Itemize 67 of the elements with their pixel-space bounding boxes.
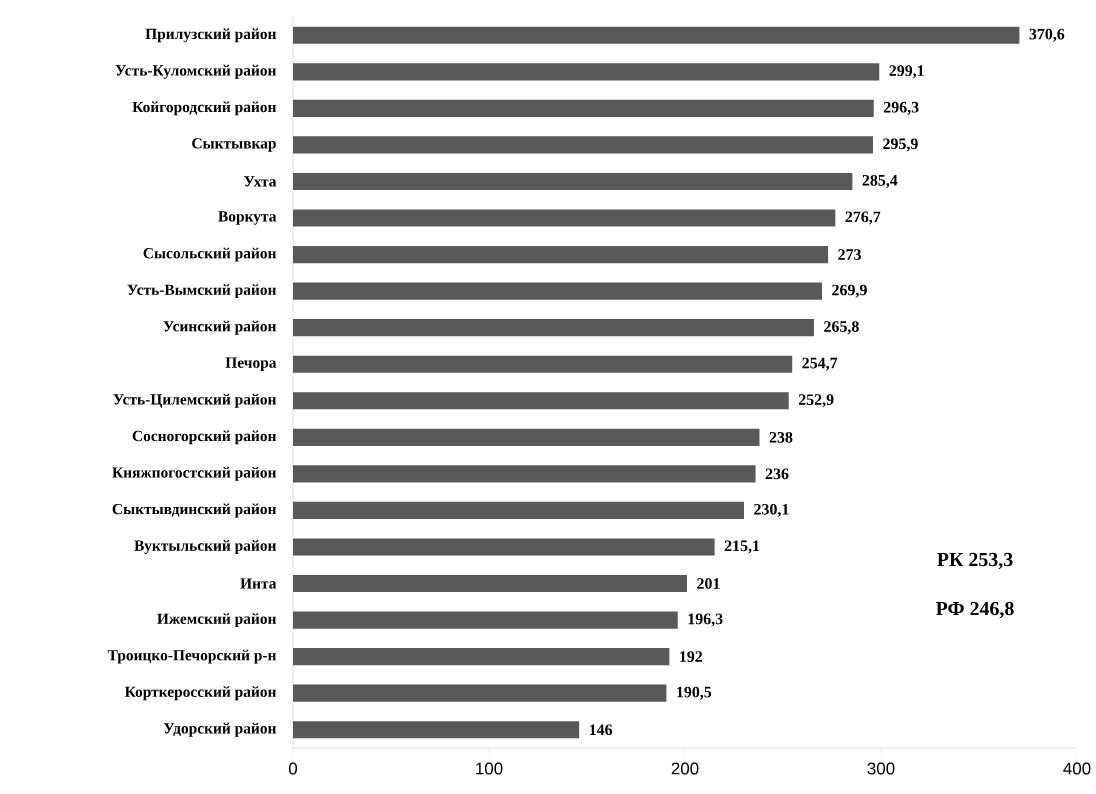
y-tick-label: Усть-Вымский район bbox=[127, 284, 277, 299]
y-tick-label: Воркута bbox=[218, 211, 277, 225]
bar bbox=[293, 721, 580, 739]
data-label: 201 bbox=[697, 578, 720, 589]
y-tick-label: Сосногорский район bbox=[132, 430, 277, 445]
bar bbox=[293, 209, 836, 227]
data-label: 299,1 bbox=[889, 65, 924, 79]
x-tick-label: 400 bbox=[1063, 762, 1091, 775]
y-tick-label: Усинский район bbox=[163, 320, 277, 335]
y-tick-label: Ухта bbox=[244, 176, 277, 187]
annotation: РФ 246,8 bbox=[935, 601, 1014, 619]
bar bbox=[293, 501, 744, 520]
y-tick-label: Печора bbox=[225, 357, 277, 371]
annotation: РК 253,3 bbox=[937, 552, 1013, 570]
data-label: 238 bbox=[769, 431, 793, 443]
data-label: 146 bbox=[589, 724, 613, 736]
y-tick-label: Сыктывкар bbox=[192, 138, 276, 152]
bar bbox=[293, 465, 756, 483]
bar bbox=[293, 611, 678, 629]
y-tick-label: Усть-Куломский район bbox=[115, 64, 277, 79]
y-tick-label: Сысольский район bbox=[143, 247, 277, 262]
data-label: 269,9 bbox=[832, 284, 867, 298]
bar bbox=[293, 245, 829, 264]
x-tick-label: 200 bbox=[671, 762, 699, 775]
data-label: 370,6 bbox=[1029, 28, 1065, 42]
data-label: 254,7 bbox=[802, 357, 838, 371]
y-tick-label: Удорский район bbox=[163, 722, 277, 737]
x-tick-label: 100 bbox=[476, 762, 503, 775]
data-label: 285,4 bbox=[862, 174, 898, 189]
y-tick-label: Инта bbox=[240, 578, 277, 589]
bar bbox=[293, 63, 880, 81]
data-label: 230,1 bbox=[754, 503, 789, 517]
data-label: 295,9 bbox=[883, 138, 918, 152]
data-label: 273 bbox=[838, 249, 861, 260]
bar bbox=[293, 172, 853, 191]
y-tick-label: Усть-Цилемский район bbox=[113, 393, 277, 408]
y-tick-label: Сыктывдинский район bbox=[112, 503, 277, 518]
bar bbox=[293, 26, 1020, 44]
data-label: 190,5 bbox=[677, 686, 712, 700]
bar bbox=[293, 574, 687, 593]
data-label: 252,9 bbox=[798, 394, 834, 408]
data-label: 265,8 bbox=[824, 321, 859, 335]
bar bbox=[293, 282, 823, 300]
bar bbox=[293, 136, 873, 154]
bar bbox=[293, 648, 670, 666]
y-tick-label: Ижемский район bbox=[157, 613, 277, 628]
data-label: 215,1 bbox=[724, 540, 760, 554]
y-tick-label: Корткеросский район bbox=[124, 686, 277, 701]
bar bbox=[293, 355, 793, 373]
data-label: 196,3 bbox=[688, 613, 723, 627]
bar bbox=[293, 428, 760, 446]
y-tick-label: Прилузский район bbox=[145, 28, 277, 43]
data-label: 236 bbox=[765, 468, 789, 480]
y-tick-label: Койгородский район bbox=[132, 101, 277, 116]
data-label: 276,7 bbox=[845, 211, 881, 225]
y-tick-label: Княжпогостский район bbox=[112, 466, 277, 481]
x-tick-label: 0 bbox=[288, 762, 298, 775]
bar bbox=[293, 319, 814, 337]
x-tick-label: 300 bbox=[867, 762, 895, 775]
y-tick-label: Троицко-Печорский р-н bbox=[107, 649, 277, 664]
data-label: 192 bbox=[680, 651, 703, 662]
y-tick-label: Вуктыльский район bbox=[134, 540, 277, 554]
bar bbox=[293, 99, 874, 117]
bar bbox=[293, 684, 667, 702]
data-label: 296,3 bbox=[883, 101, 919, 115]
bar bbox=[293, 538, 715, 556]
bar bbox=[293, 392, 789, 410]
